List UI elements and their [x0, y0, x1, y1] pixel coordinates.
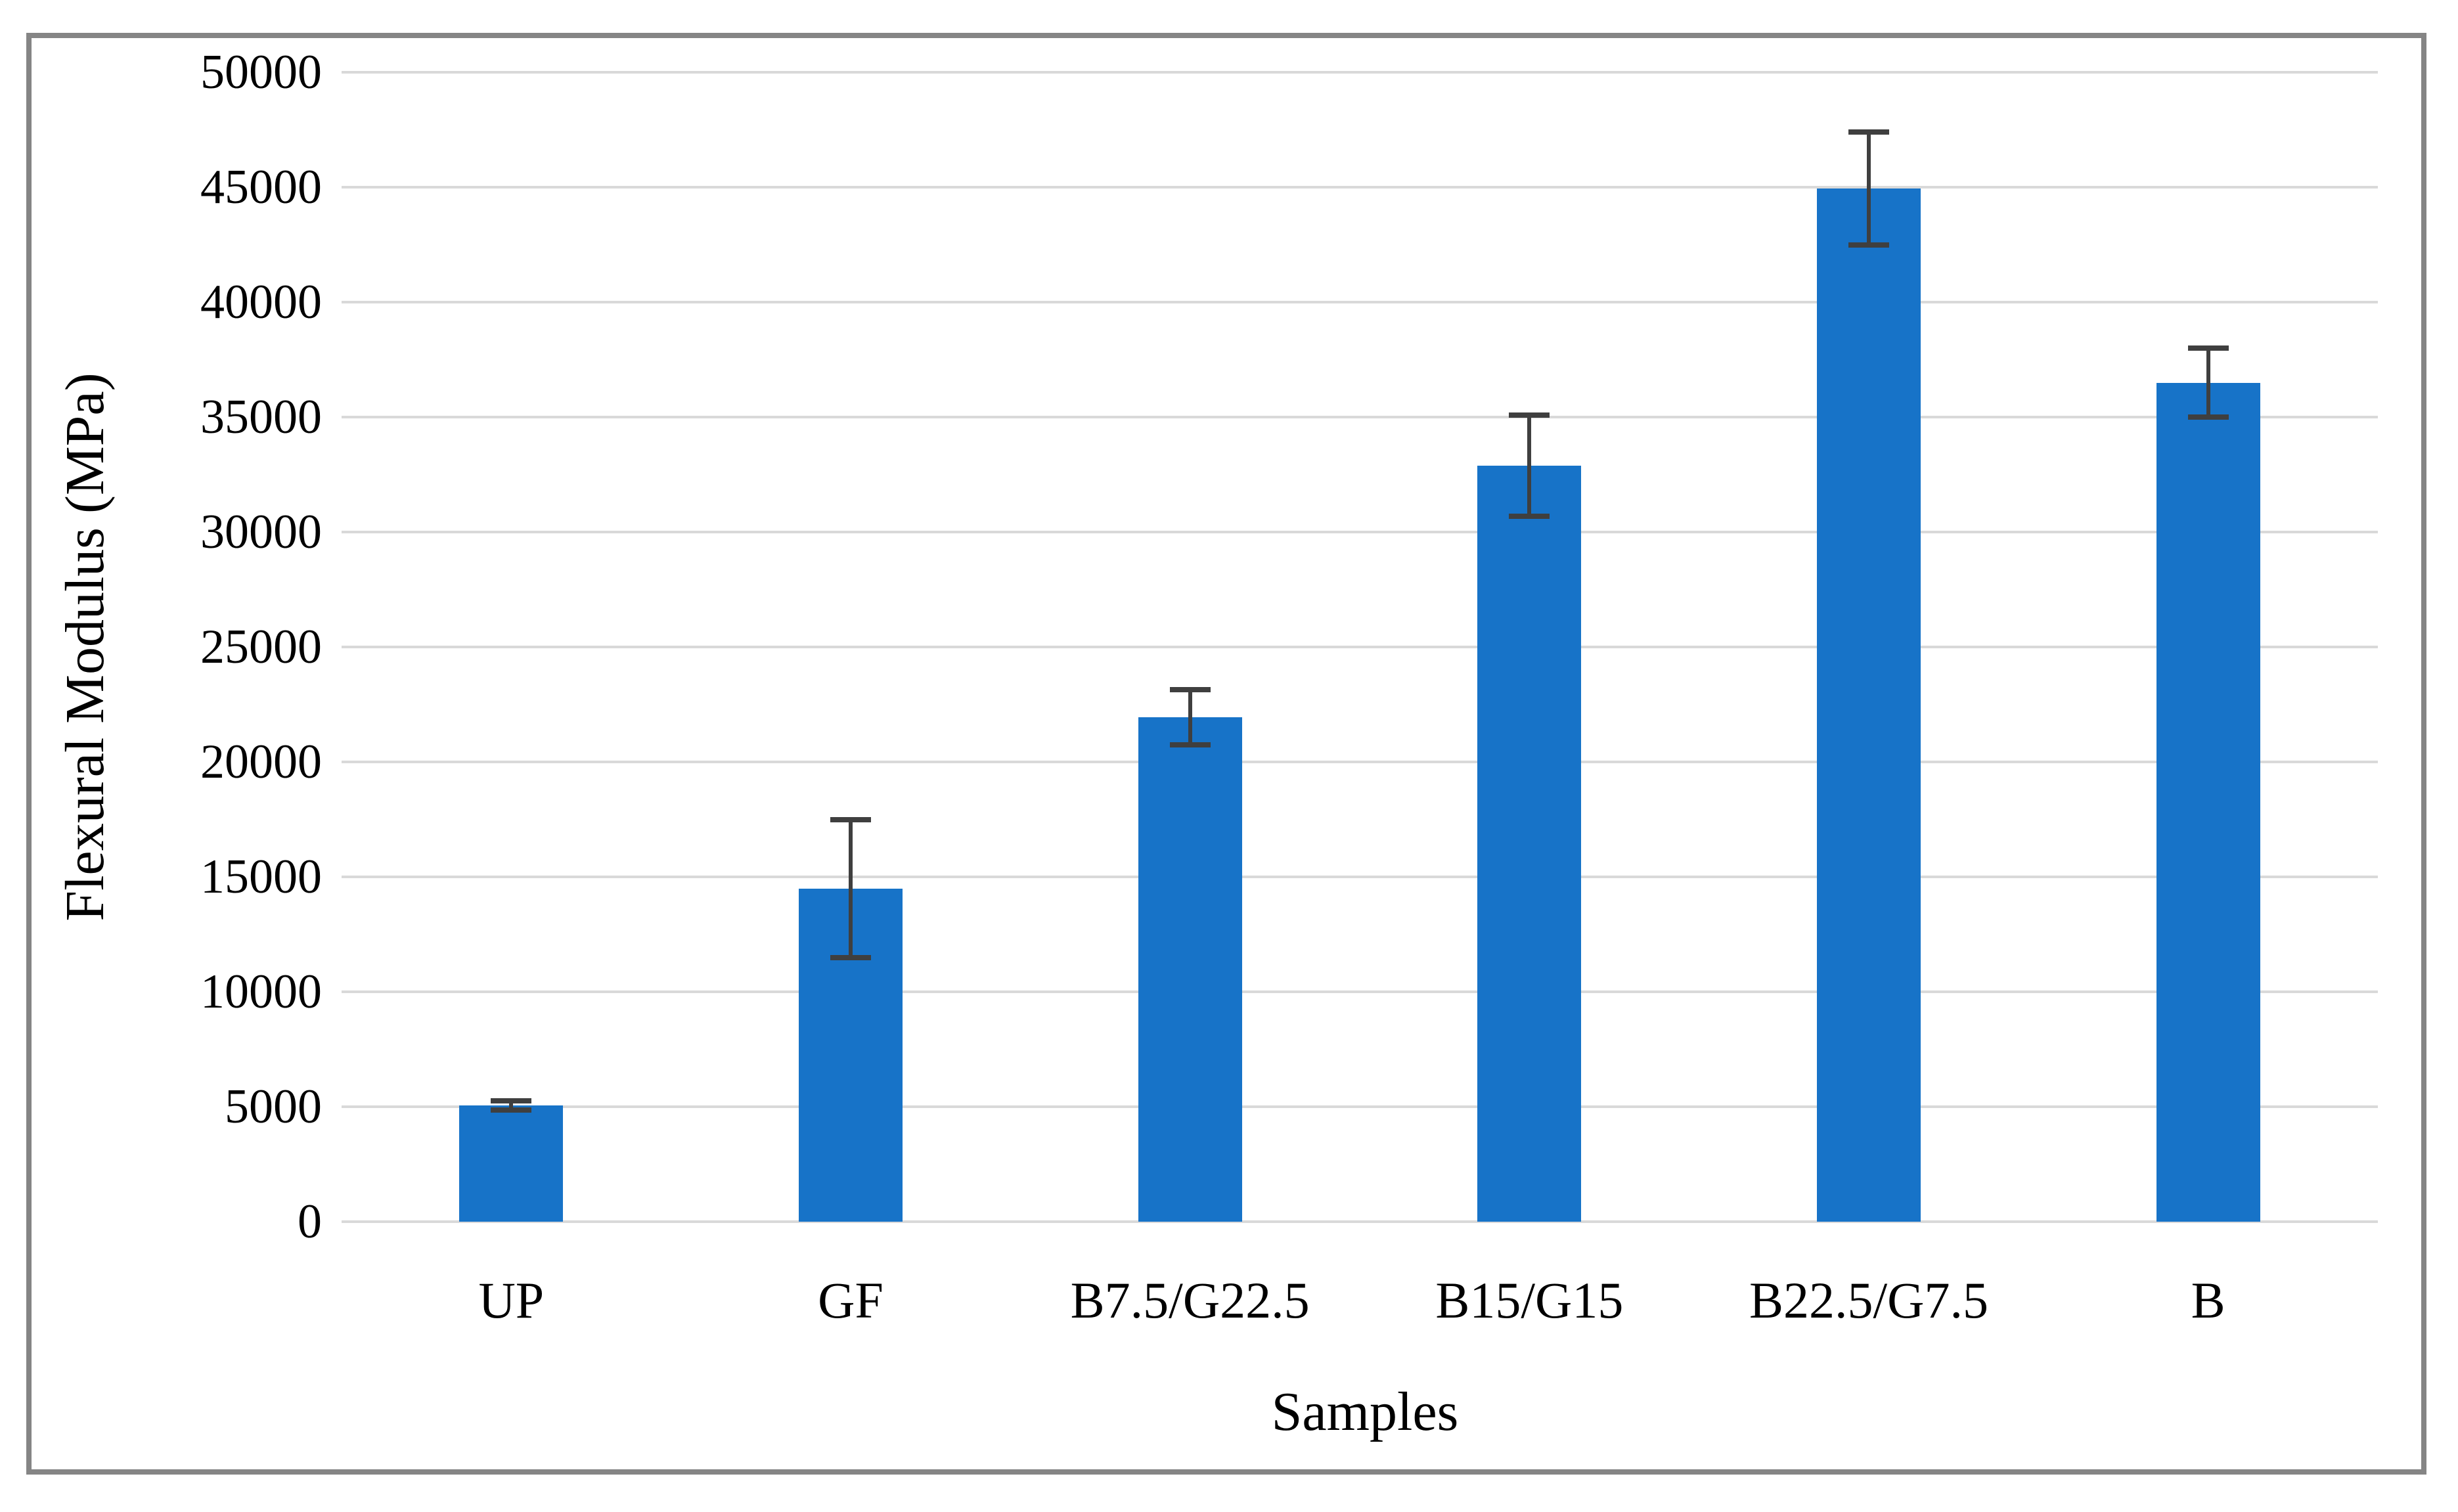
- gridline-y-40000: [342, 301, 2378, 303]
- error-bar-stem-UP: [509, 1101, 514, 1111]
- gridline-y-35000: [342, 416, 2378, 418]
- x-category-label-B7.5/G22.5: B7.5/G22.5: [1070, 1272, 1310, 1329]
- bar-B15/G15: [1477, 465, 1582, 1222]
- error-bar-cap-top-UP: [491, 1098, 532, 1104]
- y-tick-label-30000: 30000: [200, 505, 322, 559]
- bar-UP: [459, 1105, 564, 1222]
- x-axis-title: Samples: [1271, 1381, 1459, 1442]
- y-axis-title: Flexural Modulus (MPa): [55, 372, 116, 922]
- error-bar-cap-top-B22.5/G7.5: [1848, 129, 1889, 135]
- y-tick-label-45000: 45000: [200, 160, 322, 214]
- error-bar-cap-top-GF: [830, 816, 871, 822]
- error-bar-stem-B: [2206, 348, 2210, 417]
- error-bar-cap-bottom-B: [2187, 414, 2229, 420]
- y-tick-label-15000: 15000: [200, 850, 322, 904]
- x-category-label-B22.5/G7.5: B22.5/G7.5: [1749, 1272, 1988, 1329]
- x-category-label-UP: UP: [478, 1272, 545, 1329]
- x-category-label-GF: GF: [818, 1272, 883, 1329]
- y-tick-label-10000: 10000: [200, 965, 322, 1019]
- error-bar-cap-bottom-B22.5/G7.5: [1848, 242, 1889, 248]
- gridline-y-5000: [342, 1105, 2378, 1108]
- error-bar-cap-bottom-GF: [830, 954, 871, 960]
- error-bar-cap-top-B15/G15: [1509, 412, 1550, 418]
- error-bar-stem-B22.5/G7.5: [1867, 132, 1871, 245]
- gridline-y-50000: [342, 71, 2378, 74]
- y-tick-label-50000: 50000: [200, 45, 322, 99]
- error-bar-cap-top-B: [2187, 345, 2229, 351]
- gridline-y-20000: [342, 761, 2378, 763]
- y-tick-label-35000: 35000: [200, 390, 322, 444]
- x-category-label-B: B: [2191, 1272, 2225, 1329]
- error-bar-cap-bottom-UP: [491, 1107, 532, 1113]
- error-bar-stem-GF: [849, 819, 853, 958]
- y-tick-label-0: 0: [298, 1195, 322, 1249]
- gridline-y-15000: [342, 876, 2378, 878]
- error-bar-cap-bottom-B7.5/G22.5: [1169, 742, 1211, 747]
- error-bar-cap-bottom-B15/G15: [1509, 513, 1550, 519]
- gridline-y-0: [342, 1220, 2378, 1223]
- y-tick-label-25000: 25000: [200, 620, 322, 674]
- y-tick-label-20000: 20000: [200, 735, 322, 789]
- bar-B7.5/G22.5: [1138, 717, 1242, 1222]
- y-tick-label-5000: 5000: [225, 1080, 322, 1134]
- bar-B: [2156, 382, 2260, 1222]
- gridline-y-10000: [342, 990, 2378, 993]
- gridline-y-45000: [342, 186, 2378, 189]
- error-bar-cap-top-B7.5/G22.5: [1169, 686, 1211, 692]
- gridline-y-25000: [342, 646, 2378, 648]
- error-bar-stem-B15/G15: [1527, 414, 1532, 516]
- error-bar-stem-B7.5/G22.5: [1188, 689, 1192, 745]
- y-tick-label-40000: 40000: [200, 275, 322, 329]
- gridline-y-30000: [342, 531, 2378, 533]
- x-category-label-B15/G15: B15/G15: [1435, 1272, 1624, 1329]
- bar-B22.5/G7.5: [1817, 188, 1921, 1222]
